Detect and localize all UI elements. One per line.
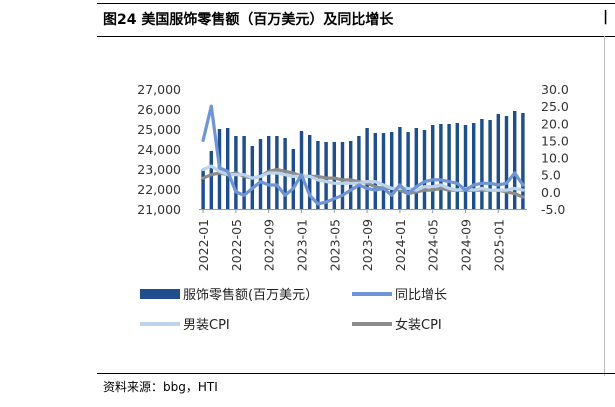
right-axis-tick-label: 30.0 xyxy=(541,82,569,97)
bar-retail-sales xyxy=(242,136,246,209)
bar-retail-sales xyxy=(307,135,312,209)
legend-swatch-retail-sales xyxy=(140,289,180,299)
bar-retail-sales xyxy=(480,119,484,209)
legend-label: 男装CPI xyxy=(183,318,230,333)
title-bottom-rule xyxy=(97,36,615,37)
bar-retail-sales xyxy=(209,151,214,209)
right-axis-tick-label: -5.0 xyxy=(541,202,565,217)
right-axis-tick-label: 15.0 xyxy=(541,133,569,148)
bar-retail-sales xyxy=(439,124,443,209)
left-axis-tick-label: 23,000 xyxy=(137,162,181,177)
bar-retail-sales xyxy=(463,125,468,209)
line-yoy-growth xyxy=(201,104,525,206)
x-axis-tick-label: 2025-01 xyxy=(491,219,506,271)
figure-title: 图24 美国服饰零售额（百万美元）及同比增长 xyxy=(103,12,394,28)
panel-divider xyxy=(604,36,605,376)
bar-retail-sales xyxy=(512,111,517,209)
x-axis-tick-label: 2023-05 xyxy=(327,219,342,271)
cropped-next-panel-marker: | xyxy=(603,9,609,25)
bar-retail-sales xyxy=(324,142,328,209)
right-axis-tick-label: 25.0 xyxy=(541,99,569,114)
bar-retail-sales xyxy=(504,116,509,209)
x-axis-tick-label: 2022-05 xyxy=(229,219,244,271)
bar-retail-sales xyxy=(406,132,410,209)
x-axis-tick-label: 2024-01 xyxy=(393,219,408,271)
source-note: 资料来源：bbg，HTI xyxy=(103,380,218,394)
bar-retail-sales xyxy=(332,142,337,209)
bar-retail-sales xyxy=(398,127,402,209)
bar-retail-sales xyxy=(291,149,296,209)
x-axis-tick-label: 2022-09 xyxy=(262,219,277,271)
right-axis-tick-label: 20.0 xyxy=(541,116,569,131)
bar-retail-sales xyxy=(430,125,435,209)
bar-retail-sales xyxy=(299,131,304,209)
right-axis-tick-label: 5.0 xyxy=(541,168,561,183)
source-top-rule xyxy=(97,373,615,374)
left-axis-tick-label: 27,000 xyxy=(137,82,181,97)
bar-retail-sales xyxy=(447,124,451,209)
x-axis-tick-label: 2023-09 xyxy=(360,219,375,271)
right-axis-tick-label: 10.0 xyxy=(541,151,569,166)
bar-retail-sales xyxy=(258,139,263,209)
bar-retail-sales xyxy=(225,128,230,209)
legend-label: 同比增长 xyxy=(395,288,447,303)
bar-retail-sales xyxy=(381,133,386,209)
left-axis-tick-label: 24,000 xyxy=(137,142,181,157)
bar-retail-sales xyxy=(365,128,369,209)
bar-retail-sales xyxy=(389,132,394,209)
legend-label: 女装CPI xyxy=(395,317,442,333)
legend-label: 服饰零售额(百万美元） xyxy=(183,287,318,303)
title-top-rule xyxy=(97,3,615,4)
x-axis-tick-label: 2023-01 xyxy=(295,219,310,271)
bar-retail-sales xyxy=(357,136,361,209)
bar-retail-sales xyxy=(340,142,345,209)
bar-retail-sales xyxy=(348,141,353,209)
left-axis-tick-label: 25,000 xyxy=(137,122,181,137)
bar-retail-sales xyxy=(201,169,205,209)
bar-retail-sales xyxy=(521,113,525,209)
x-axis-tick-label: 2024-09 xyxy=(459,219,474,271)
bar-retail-sales xyxy=(455,123,460,209)
bar-retail-sales xyxy=(373,133,378,209)
x-axis-tick-label: 2024-05 xyxy=(426,219,441,271)
x-axis-tick-label: 2022-01 xyxy=(196,219,211,271)
bar-retail-sales xyxy=(488,120,492,209)
bar-retail-sales xyxy=(422,130,427,209)
bar-retail-sales xyxy=(471,123,476,209)
left-axis-tick-label: 26,000 xyxy=(137,102,181,117)
right-axis-tick-label: 0.0 xyxy=(541,185,561,200)
left-axis-tick-label: 21,000 xyxy=(137,202,181,217)
left-axis-tick-label: 22,000 xyxy=(137,182,181,197)
bar-retail-sales xyxy=(414,128,419,209)
bar-retail-sales xyxy=(496,114,501,209)
